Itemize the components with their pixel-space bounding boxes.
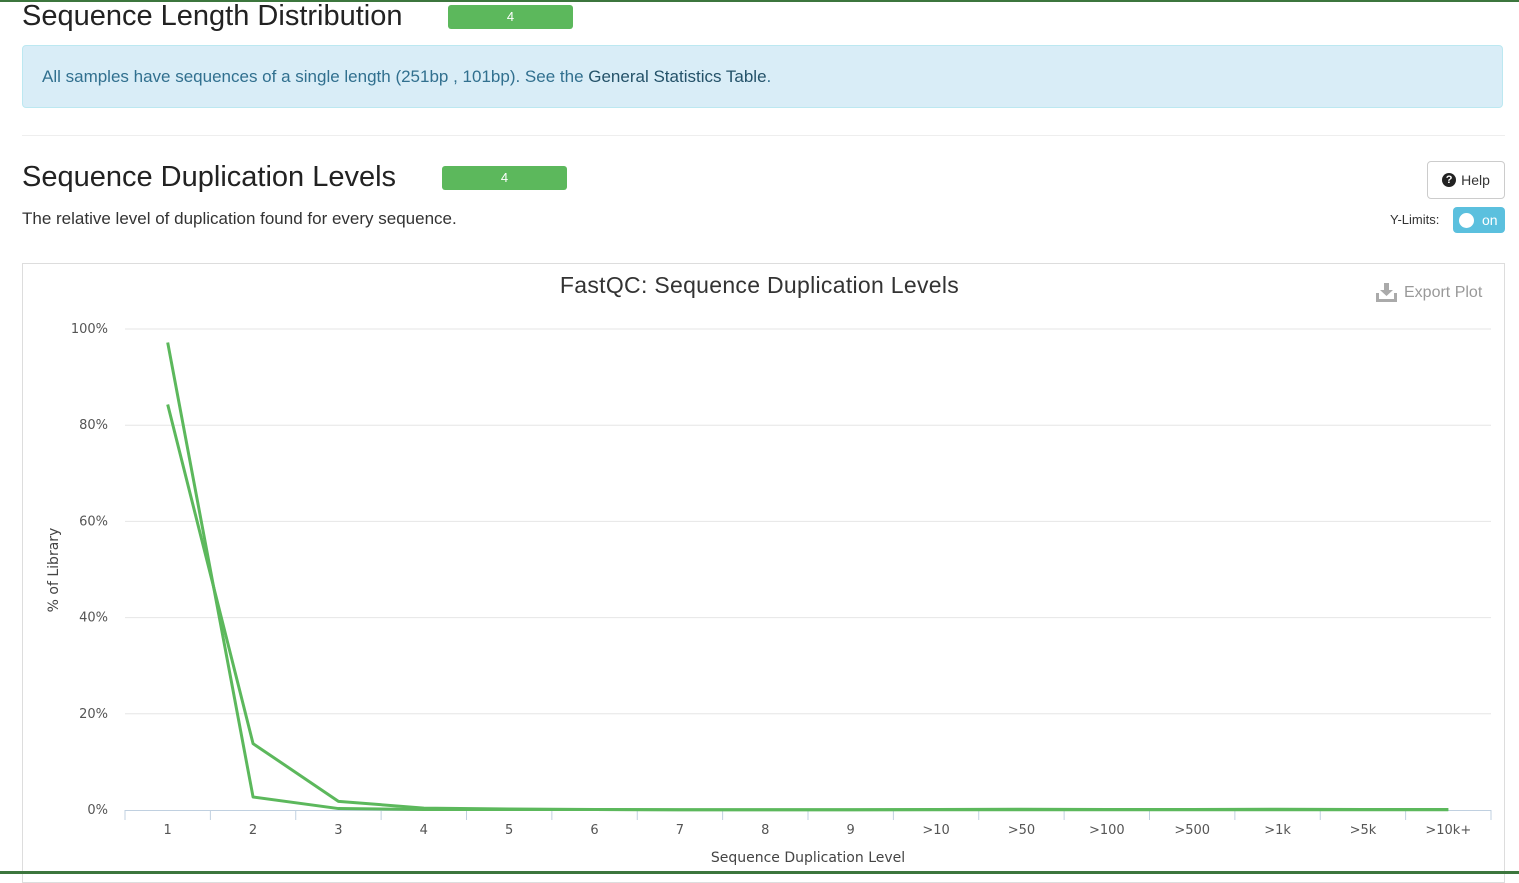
x-tick-label: 4: [420, 823, 428, 838]
x-tick-label: 8: [761, 823, 769, 838]
download-icon: [1376, 283, 1397, 302]
x-tick-label: >50: [1008, 823, 1035, 838]
bottom-border: [0, 871, 1519, 874]
y-tick-label: 80%: [79, 418, 108, 433]
x-tick-label: 6: [590, 823, 598, 838]
question-circle-icon: ?: [1442, 173, 1457, 187]
y-axis-title: % of Library: [46, 528, 62, 613]
dup-section-title: Sequence Duplication Levels: [22, 161, 397, 193]
top-border: [0, 0, 1519, 2]
y-tick-label: 20%: [79, 707, 108, 722]
series-line-1[interactable]: [166, 342, 1449, 812]
general-stats-link[interactable]: General Statistics Table: [588, 67, 767, 86]
alert-text-prefix: All samples have sequences of a single l…: [42, 67, 589, 86]
dup-status-bar[interactable]: 4: [442, 166, 567, 190]
export-plot-label: Export Plot: [1404, 283, 1483, 301]
help-button-label: Help: [1461, 172, 1490, 188]
x-tick-label: 9: [847, 823, 855, 838]
y-tick-label: 60%: [79, 514, 108, 529]
x-axis-title: Sequence Duplication Level: [711, 850, 905, 866]
x-tick-label: 7: [676, 823, 684, 838]
y-tick-label: 40%: [79, 611, 108, 626]
dup-description: The relative level of duplication found …: [22, 209, 457, 228]
x-tick-label: >10: [922, 823, 949, 838]
chart-title: FastQC: Sequence Duplication Levels: [559, 272, 960, 298]
length-section-title: Sequence Length Distribution: [22, 0, 403, 32]
length-status-bar[interactable]: 4: [448, 5, 573, 29]
x-tick-label: 3: [334, 823, 342, 838]
toggle-label: on: [1482, 212, 1498, 228]
x-tick-label: >1k: [1264, 823, 1291, 838]
series-line-2[interactable]: [166, 404, 1449, 812]
single-length-alert: All samples have sequences of a single l…: [22, 45, 1503, 108]
x-tick-label: >5k: [1350, 823, 1377, 838]
x-tick-label: >500: [1174, 823, 1210, 838]
export-plot-button[interactable]: Export Plot: [1376, 283, 1482, 302]
x-tick-label: >10k+: [1425, 823, 1471, 838]
ylimits-label: Y-Limits:: [1390, 212, 1440, 227]
toggle-knob: [1459, 212, 1474, 228]
ylimits-toggle[interactable]: on: [1453, 207, 1505, 233]
x-tick-label: >100: [1089, 823, 1125, 838]
x-tick-label: 5: [505, 823, 513, 838]
x-tick-label: 1: [164, 823, 172, 838]
alert-text-suffix: .: [766, 67, 772, 86]
help-button[interactable]: ? Help: [1427, 161, 1505, 199]
y-tick-label: 100%: [71, 322, 108, 337]
y-tick-label: 0%: [87, 803, 108, 818]
x-tick-label: 2: [249, 823, 257, 838]
section-divider: [22, 135, 1505, 136]
